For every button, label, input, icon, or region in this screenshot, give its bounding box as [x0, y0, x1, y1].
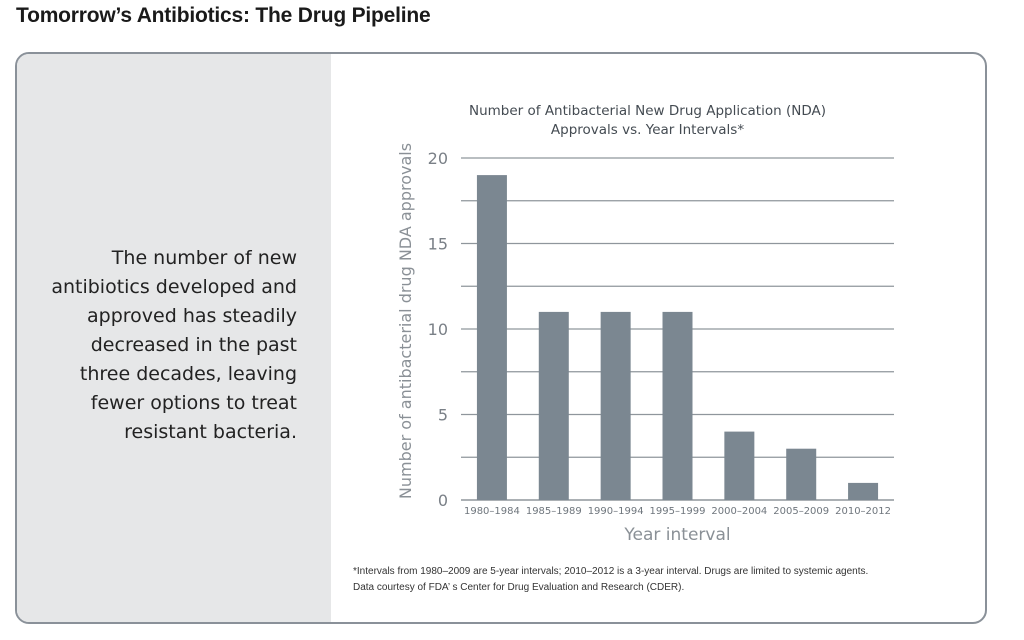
chart-card: The number of new antibiotics developed … [15, 52, 987, 624]
bar-1990–1994 [600, 311, 631, 500]
y-tick-label: 10 [428, 320, 448, 339]
page-title: Tomorrow’s Antibiotics: The Drug Pipelin… [16, 4, 431, 27]
bar-2010–2012 [848, 482, 879, 500]
bar-2005–2009 [786, 448, 817, 500]
side-panel-text: The number of new antibiotics developed … [51, 247, 297, 443]
footnote-line-2: Data courtesy of FDA’ s Center for Drug … [353, 582, 685, 593]
x-tick-label: 2010–2012 [835, 506, 891, 517]
x-tick-label: 1985–1989 [526, 506, 582, 517]
chart-title-line: Approvals vs. Year Intervals* [551, 122, 744, 138]
footnote: *Intervals from 1980–2009 are 5-year int… [353, 564, 973, 596]
chart-title-line: Number of Antibacterial New Drug Applica… [469, 103, 826, 119]
x-tick-label: 2005–2009 [773, 506, 829, 517]
side-panel: The number of new antibiotics developed … [17, 54, 331, 622]
x-tick-label: 1990–1994 [588, 506, 644, 517]
bar-1995–1999 [662, 311, 693, 500]
y-tick-label: 0 [438, 491, 448, 510]
x-tick-label: 2000–2004 [711, 506, 767, 517]
y-tick-label: 5 [438, 406, 448, 425]
y-tick-label: 20 [428, 149, 448, 168]
x-axis-label: Year interval [623, 525, 730, 545]
y-axis-label: Number of antibacterial drug NDA approva… [396, 143, 415, 499]
bar-1985–1989 [538, 311, 569, 500]
x-tick-label: 1980–1984 [464, 506, 520, 517]
footnote-line-1: *Intervals from 1980–2009 are 5-year int… [353, 566, 869, 577]
bar-1980–1984 [476, 175, 507, 500]
bar-2000–2004 [724, 431, 755, 500]
y-tick-label: 15 [428, 235, 448, 254]
bar-chart: Number of Antibacterial New Drug Applica… [396, 103, 894, 545]
x-tick-label: 1995–1999 [650, 506, 706, 517]
